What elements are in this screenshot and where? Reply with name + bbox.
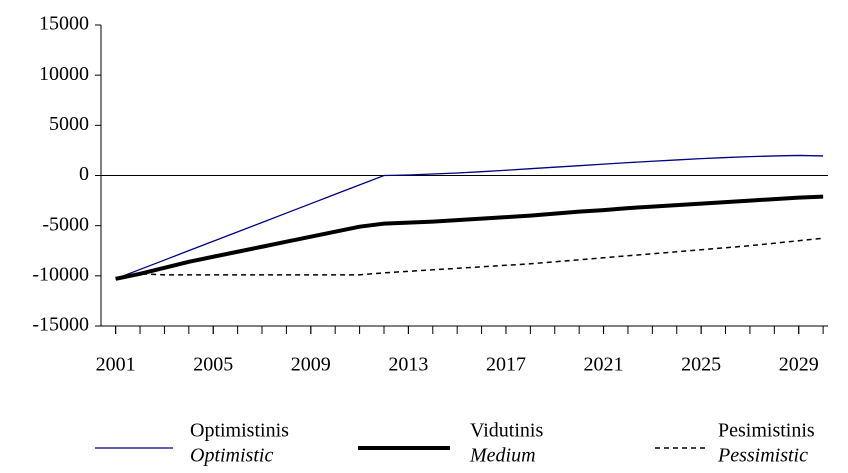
x-tick-label: 2017	[486, 354, 526, 376]
x-tick-label: 2025	[681, 354, 721, 376]
y-tick-label: -10000	[32, 263, 89, 285]
y-tick-label: 15000	[39, 13, 89, 35]
y-tick-label: 10000	[39, 63, 89, 85]
y-tick-label: 0	[79, 163, 89, 185]
legend-label: Optimistinis	[190, 420, 289, 442]
series-line	[115, 154, 824, 280]
x-tick-label: 2021	[584, 354, 624, 376]
legend-label-en: Pessimistic	[717, 445, 808, 467]
x-tick-label: 2005	[193, 354, 233, 376]
x-tick-label: 2009	[291, 354, 331, 376]
y-tick-label: -15000	[32, 314, 89, 336]
x-tick-label: 2029	[779, 354, 819, 376]
series-line	[115, 194, 824, 281]
legend-label-en: Medium	[469, 445, 536, 467]
legend-label: Pesimistinis	[718, 420, 815, 442]
legend-label: Vidutinis	[470, 420, 543, 442]
y-tick-label: -5000	[42, 213, 89, 235]
x-tick-label: 2013	[388, 354, 428, 376]
legend-label-en: Optimistic	[190, 445, 273, 467]
x-tick-label: 2001	[96, 354, 136, 376]
series-line	[115, 237, 824, 280]
y-tick-label: 5000	[49, 113, 89, 135]
